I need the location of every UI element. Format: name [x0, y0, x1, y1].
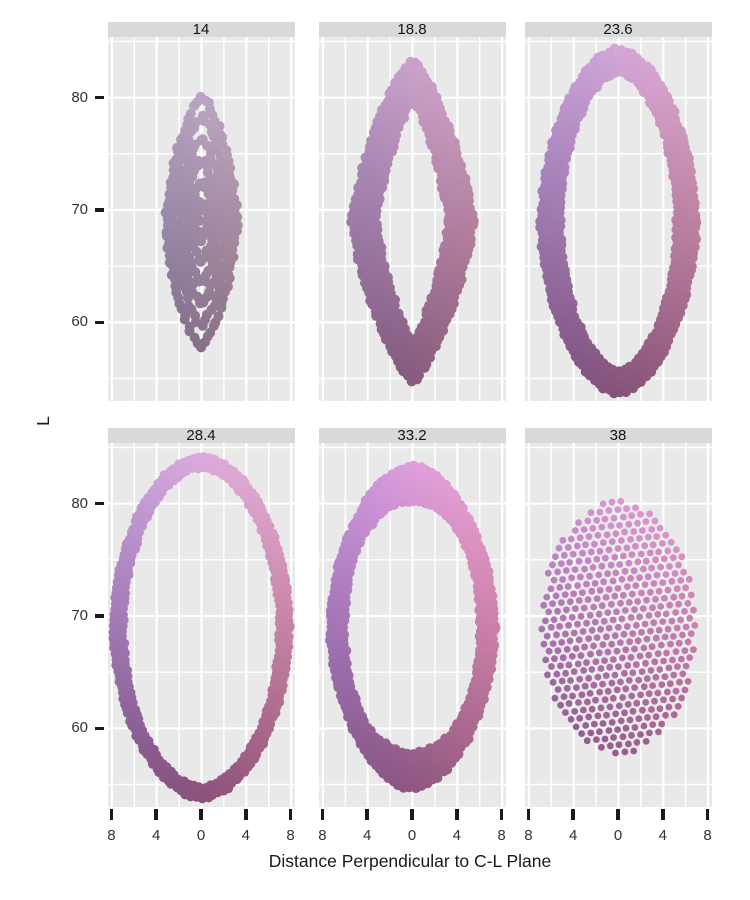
- x-tick-mark: [199, 808, 203, 820]
- x-tick-label: 4: [569, 827, 578, 844]
- facet-strip-18.8: 18.8: [318, 20, 506, 38]
- facet-strip-label: 38: [609, 426, 627, 444]
- x-tick-mark: [616, 808, 620, 820]
- panel-18.8: [318, 37, 506, 401]
- y-tick-mark: [95, 320, 104, 325]
- x-tick-label: 4: [452, 827, 461, 844]
- x-tick-mark: [499, 808, 504, 820]
- y-tick-mark: [95, 208, 104, 212]
- panel-23.6: [524, 37, 712, 401]
- y-tick-label: 80: [71, 494, 88, 512]
- x-tick-mark: [661, 808, 665, 820]
- x-tick-mark: [571, 808, 575, 820]
- panel-38: [524, 443, 712, 807]
- x-tick-label: 8: [286, 827, 295, 844]
- facet-strip-label: 18.8: [397, 20, 427, 38]
- y-tick-label: 60: [71, 313, 88, 331]
- facet-strip-label: 23.6: [603, 20, 633, 38]
- facet-strip-label: 28.4: [186, 426, 216, 444]
- facet-strip-label: 33.2: [397, 426, 427, 444]
- panel-14: [107, 37, 295, 401]
- x-tick-mark: [320, 808, 325, 820]
- facet-strip-28.4: 28.4: [107, 426, 295, 444]
- x-tick-label: 0: [407, 827, 417, 844]
- x-tick-mark: [244, 808, 248, 820]
- x-tick-mark: [410, 808, 414, 820]
- x-tick-label: 4: [152, 827, 161, 844]
- y-tick-mark: [95, 501, 104, 506]
- y-axis-title: L: [32, 416, 53, 426]
- x-axis-title: Distance Perpendicular to C-L Plane: [268, 851, 552, 871]
- x-tick-label: 8: [497, 827, 506, 844]
- panel-33.2: [318, 443, 506, 807]
- x-tick-mark: [705, 808, 710, 820]
- facet-strip-33.2: 33.2: [318, 426, 506, 444]
- panel-28.4: [107, 443, 295, 807]
- y-tick-mark: [95, 726, 104, 731]
- x-tick-mark: [365, 808, 369, 820]
- y-tick-label: 70: [71, 607, 88, 624]
- facet-strip-38: 38: [524, 426, 712, 444]
- x-tick-label: 8: [703, 827, 712, 844]
- y-tick-label: 80: [71, 88, 88, 106]
- y-tick-mark: [95, 95, 104, 100]
- y-tick-mark: [95, 614, 104, 618]
- x-tick-label: 8: [318, 827, 327, 844]
- x-tick-mark: [455, 808, 459, 820]
- y-tick-label: 60: [71, 719, 88, 737]
- x-tick-label: 4: [241, 827, 250, 844]
- x-tick-mark: [154, 808, 158, 820]
- x-tick-label: 0: [196, 827, 206, 844]
- x-tick-label: 4: [658, 827, 667, 844]
- x-tick-mark: [288, 808, 293, 820]
- facet-strip-14: 14: [107, 20, 295, 38]
- x-tick-mark: [526, 808, 531, 820]
- x-tick-label: 8: [107, 827, 116, 844]
- x-tick-label: 8: [524, 827, 533, 844]
- x-tick-label: 0: [613, 827, 623, 844]
- facet-strip-label: 14: [192, 20, 210, 38]
- x-tick-label: 4: [363, 827, 372, 844]
- facet-strip-23.6: 23.6: [524, 20, 712, 38]
- y-tick-label: 70: [71, 201, 88, 218]
- x-tick-mark: [109, 808, 114, 820]
